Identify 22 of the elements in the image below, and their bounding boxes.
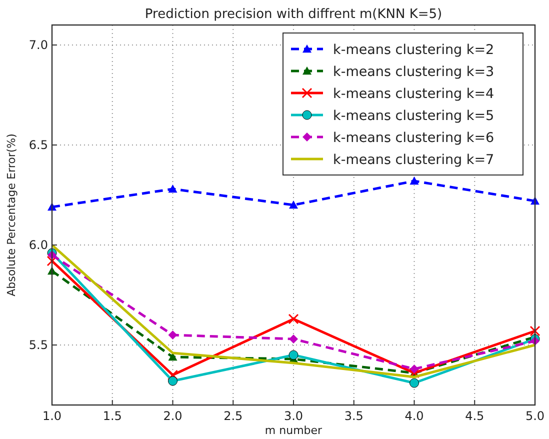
y-tick-label: 6.5 xyxy=(28,138,48,152)
chart-title: Prediction precision with diffrent m(KNN K=5) xyxy=(144,7,442,22)
y-tick-label: 5.5 xyxy=(28,338,48,352)
x-tick-label: 4.0 xyxy=(404,409,424,423)
y-tick-label: 6.0 xyxy=(28,238,48,252)
legend-label: k-means clustering k=3 xyxy=(333,64,494,80)
legend-label: k-means clustering k=7 xyxy=(333,152,494,168)
legend-label: k-means clustering k=5 xyxy=(333,108,494,124)
legend-label: k-means clustering k=2 xyxy=(333,42,494,58)
y-axis-title: Absolute Percentage Error(%) xyxy=(5,134,18,296)
x-tick-label: 5.0 xyxy=(525,409,545,423)
x-tick-label: 1.5 xyxy=(102,409,122,423)
x-tick-label: 2.5 xyxy=(224,409,243,423)
x-axis-title: m number xyxy=(264,424,323,437)
x-tick-label: 1.0 xyxy=(42,409,62,423)
legend-label: k-means clustering k=6 xyxy=(333,130,494,146)
legend-label: k-means clustering k=4 xyxy=(333,86,494,102)
x-tick-label: 3.5 xyxy=(344,409,364,423)
x-tick-label: 2.0 xyxy=(163,409,182,423)
x-tick-label: 4.5 xyxy=(465,409,484,423)
x-tick-label: 3.0 xyxy=(284,409,304,423)
y-tick-label: 7.0 xyxy=(28,38,48,52)
